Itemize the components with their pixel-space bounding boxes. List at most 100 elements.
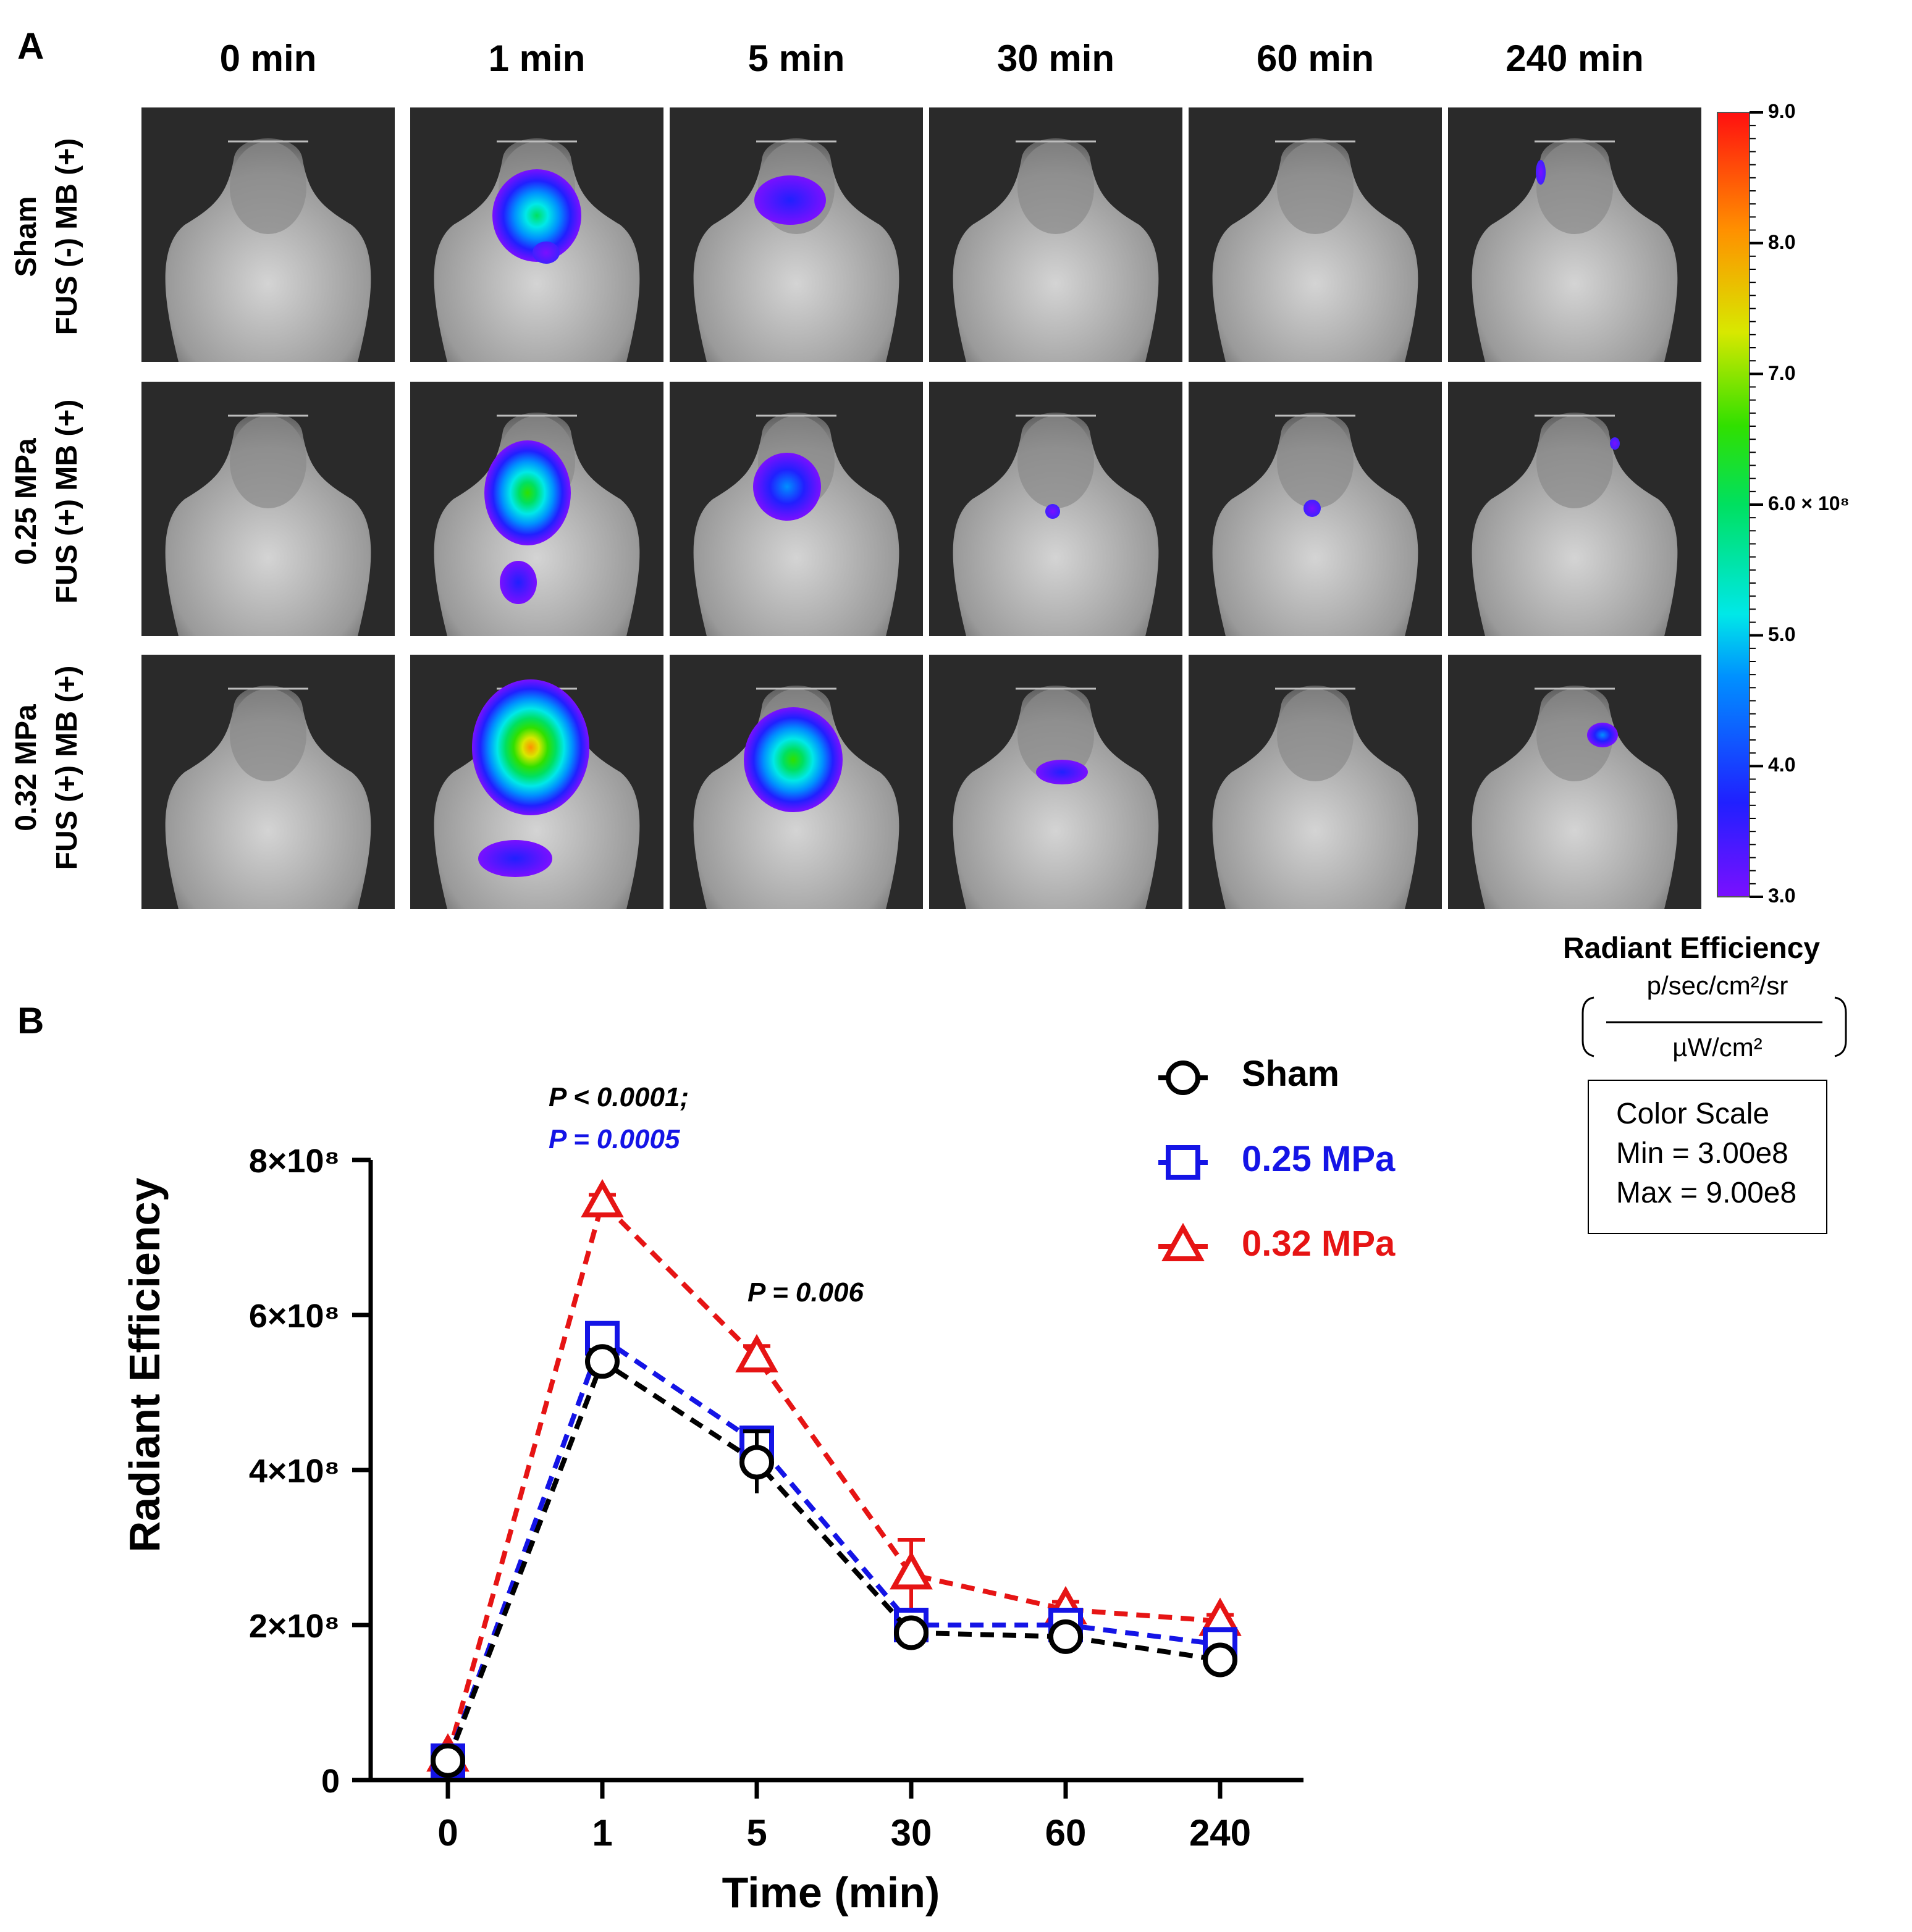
fluorescence-signal [484, 440, 571, 545]
legend-label-032: 0.32 MPa [1242, 1224, 1396, 1264]
data-point [1048, 1619, 1083, 1654]
data-point [1048, 1608, 1083, 1642]
row-label-025: 0.25 MPa FUS (+) MB (+) [6, 375, 93, 628]
mouse-image-svg [670, 655, 923, 909]
mouse-image-svg [929, 382, 1182, 636]
mouse-head [1277, 689, 1354, 781]
mouse-head [1536, 416, 1613, 508]
mouse-silhouette [1472, 138, 1678, 362]
mouse-image-svg [929, 655, 1182, 909]
y-tick-label: 4×10⁸ [249, 1453, 340, 1490]
mouse-image-r2-c2 [410, 382, 663, 636]
mouse-image-svg [141, 655, 395, 909]
data-point [739, 1426, 774, 1461]
x-ticks: 0 1 5 30 60 240 [437, 1780, 1251, 1854]
fluorescence-signal [1587, 723, 1618, 747]
panel-b-letter: B [17, 1000, 44, 1041]
mouse-image-r1-c5 [1189, 107, 1442, 362]
mouse-silhouette [165, 413, 371, 636]
panel-a-letter: A [17, 25, 44, 67]
mouse-image-r3-c4 [929, 655, 1182, 909]
annotation-p-1min-b: P = 0.0005 [549, 1124, 680, 1154]
mouse-head [1536, 141, 1613, 234]
fluorescence-signal [1610, 437, 1620, 450]
color-scale-title: Color Scale [1616, 1098, 1770, 1130]
fluorescence-signal [1303, 500, 1321, 517]
annotation-p-1min-a: P < 0.0001; [549, 1082, 689, 1112]
legend-markers [1158, 1060, 1208, 1261]
colorbar-gradient [1717, 112, 1750, 897]
mouse-silhouette [953, 686, 1159, 909]
color-scale-box: Color Scale Min = 3.00e8 Max = 9.00e8 [1588, 1080, 1827, 1234]
mouse-head [1536, 689, 1613, 781]
mouse-image-svg [670, 107, 923, 362]
mouse-head [1017, 689, 1094, 781]
x-tick-label: 1 [592, 1812, 612, 1854]
mouse-silhouette [953, 413, 1159, 636]
mouse-head [1017, 141, 1094, 234]
fluorescence-signal [1045, 504, 1060, 519]
fluorescence-signal [754, 175, 826, 225]
mouse-image-svg [1448, 382, 1701, 636]
data-point [1044, 1586, 1087, 1624]
data-point [426, 1733, 470, 1772]
colorbar-tick-4: 4.0 [1768, 754, 1796, 776]
colorbar-ticks [1750, 111, 1763, 898]
row-label-025-line2: FUS (+) MB (+) [51, 399, 83, 604]
legend-marker [1166, 1060, 1200, 1095]
mouse-image-r2-c4 [929, 382, 1182, 636]
y-axis-label: Radiant Efficiency [120, 1178, 169, 1553]
data-point [1203, 1642, 1237, 1678]
annotation-p-5min: P = 0.006 [748, 1277, 864, 1308]
data-point [735, 1334, 778, 1373]
mouse-image-r3-c1 [141, 655, 395, 909]
mouse-silhouette [1212, 138, 1418, 362]
mouse-image-svg [1448, 655, 1701, 909]
row-label-032: 0.32 MPa FUS (+) MB (+) [6, 641, 93, 894]
time-header-1min: 1 min [488, 38, 586, 79]
mouse-image-r1-c4 [929, 107, 1182, 362]
fluorescence-signal [533, 242, 560, 264]
mouse-image-svg [670, 382, 923, 636]
legend-label-sham: Sham [1242, 1054, 1339, 1094]
data-point [585, 1321, 620, 1356]
y-tick-label: 6×10⁸ [249, 1298, 340, 1335]
row-label-032-line2: FUS (+) MB (+) [51, 665, 83, 870]
mouse-image-svg [410, 382, 663, 636]
mouse-image-r1-c3 [670, 107, 923, 362]
series-sham [431, 1344, 1237, 1778]
series-0.25-mpa [431, 1321, 1237, 1778]
mouse-image-r2-c6 [1448, 382, 1701, 636]
fluorescence-signal [744, 707, 843, 812]
mouse-silhouette [693, 138, 899, 362]
row-label-sham-line2: FUS (-) MB (+) [51, 138, 83, 335]
mouse-silhouette [953, 138, 1159, 362]
colorbar-unit-numerator: p/sec/cm²/sr [1646, 971, 1788, 1000]
colorbar-tick-7: 7.0 [1768, 362, 1796, 384]
mouse-head [1017, 416, 1094, 508]
data-point [739, 1445, 774, 1480]
mouse-image-r1-c1 [141, 107, 395, 362]
mouse-image-r2-c1 [141, 382, 395, 636]
colorbar-tick-9: 9.0 [1768, 100, 1796, 122]
colorbar-tick-6: 6.0 × 10⁸ [1768, 492, 1850, 514]
fluorescence-signal [492, 169, 581, 262]
mouse-image-r2-c5 [1189, 382, 1442, 636]
fluorescence-signal [500, 561, 537, 604]
time-header-0min: 0 min [219, 38, 317, 79]
mouse-image-svg [1189, 382, 1442, 636]
mouse-silhouette [693, 413, 899, 636]
color-scale-min: Min = 3.00e8 [1616, 1137, 1788, 1170]
data-point [585, 1344, 620, 1379]
legend-marker [1166, 1145, 1200, 1180]
mouse-image-r3-c5 [1189, 655, 1442, 909]
fluorescence-signal [1036, 760, 1088, 784]
series-line [445, 1358, 1221, 1762]
row-label-sham: Sham FUS (-) MB (+) [6, 110, 93, 363]
mouse-image-r1-c6 [1448, 107, 1701, 362]
data-point [431, 1743, 465, 1778]
x-tick-label: 5 [746, 1812, 767, 1854]
mouse-head [230, 141, 306, 234]
time-header-60min: 60 min [1256, 38, 1375, 79]
